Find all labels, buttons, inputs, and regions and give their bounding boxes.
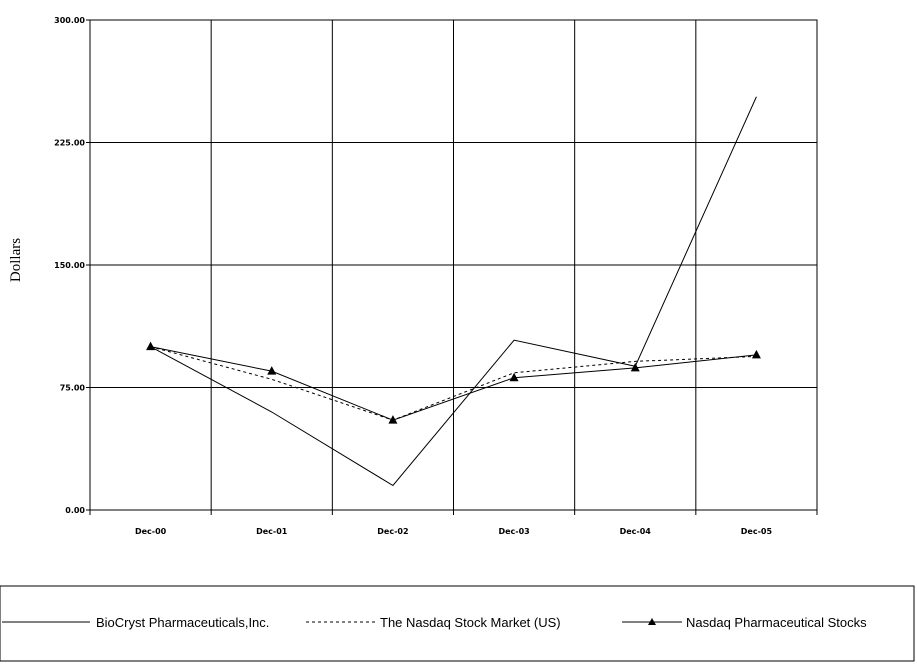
series-line-nasdaq-market bbox=[150, 346, 757, 421]
y-tick-label: 300.00 bbox=[54, 16, 85, 25]
legend-label-nasdaq-pharma: Nasdaq Pharmaceutical Stocks bbox=[686, 615, 867, 630]
legend-label-biocryst: BioCryst Pharmaceuticals,Inc. bbox=[96, 615, 269, 630]
x-axis-ticks: Dec-00 Dec-01 Dec-02 Dec-03 Dec-04 Dec-05 bbox=[135, 527, 773, 536]
legend: BioCryst Pharmaceuticals,Inc. The Nasdaq… bbox=[0, 585, 915, 662]
legend-box bbox=[0, 585, 915, 662]
x-tick-label: Dec-01 bbox=[256, 527, 288, 536]
data-point-marker bbox=[509, 372, 519, 382]
data-point-marker bbox=[388, 415, 398, 424]
legend-marker-nasdaq-pharma bbox=[648, 618, 656, 625]
data-point-marker bbox=[146, 341, 156, 351]
y-axis-label: Dollars bbox=[8, 238, 24, 282]
series-group bbox=[146, 96, 761, 487]
series-line-biocryst bbox=[150, 96, 757, 487]
legend-label-nasdaq-market: The Nasdaq Stock Market (US) bbox=[380, 615, 561, 630]
y-tick-label: 0.00 bbox=[65, 506, 85, 515]
y-tick-label: 150.00 bbox=[54, 261, 85, 270]
y-tick-label: 75.00 bbox=[60, 384, 86, 393]
x-tick-label: Dec-03 bbox=[498, 527, 529, 536]
data-point-marker bbox=[751, 349, 761, 359]
data-point-marker bbox=[267, 366, 277, 375]
series-line-nasdaq-pharma bbox=[150, 346, 757, 421]
y-tick-label: 225.00 bbox=[54, 139, 85, 148]
x-tick-label: Dec-00 bbox=[135, 527, 167, 536]
data-point-marker bbox=[630, 362, 640, 372]
x-tick-label: Dec-04 bbox=[620, 527, 652, 536]
x-tick-label: Dec-05 bbox=[741, 527, 773, 536]
grid bbox=[86, 19, 818, 515]
y-axis-ticks: 0.00 75.00 150.00 225.00 300.00 bbox=[54, 16, 85, 515]
x-tick-label: Dec-02 bbox=[377, 527, 408, 536]
